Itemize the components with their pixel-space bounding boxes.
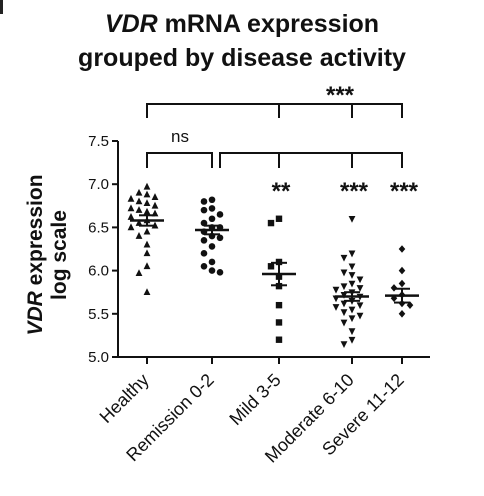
data-point <box>200 250 208 257</box>
data-point <box>127 213 135 220</box>
chart-title-line-2: grouped by disease activity <box>78 44 406 72</box>
y-tick-label-4: 7.0 <box>88 176 109 193</box>
y-tick-label-3: 6.5 <box>88 219 109 236</box>
sig-label-group-4: *** <box>390 178 419 205</box>
data-point <box>275 336 283 343</box>
title-line-1-rest: mRNA expression <box>157 10 380 38</box>
data-point <box>406 301 414 309</box>
data-point <box>135 188 143 196</box>
ns-bracket <box>146 152 213 168</box>
data-point <box>348 250 356 258</box>
data-point <box>143 288 151 295</box>
data-point <box>267 263 275 270</box>
data-point <box>398 310 406 318</box>
chart-title-line-1: VDR mRNA expression <box>0 10 484 38</box>
panel-corner-mark <box>0 0 6 14</box>
data-point <box>340 283 348 291</box>
data-point <box>348 315 356 323</box>
data-point <box>398 279 406 288</box>
data-point <box>348 336 356 344</box>
data-point <box>332 286 340 294</box>
data-point <box>275 301 283 309</box>
data-point <box>143 199 151 207</box>
data-point <box>398 266 406 275</box>
sig-label-ns: ns <box>171 127 189 146</box>
data-point <box>135 269 143 276</box>
data-point <box>348 215 356 223</box>
lower-bracket <box>219 152 403 168</box>
data-point <box>200 206 208 214</box>
data-point <box>208 215 216 223</box>
sig-label-upper: *** <box>326 82 355 109</box>
data-point <box>216 269 224 276</box>
data-point <box>143 190 151 198</box>
data-point <box>143 240 151 248</box>
data-point <box>398 245 406 253</box>
data-point <box>208 258 216 266</box>
sig-label-group-3: *** <box>340 178 369 205</box>
data-point <box>127 223 135 231</box>
data-point <box>348 306 356 314</box>
data-point <box>200 237 208 244</box>
data-point <box>340 254 348 262</box>
data-point <box>356 302 364 310</box>
data-point <box>151 201 159 209</box>
data-point <box>200 198 208 205</box>
data-point <box>340 300 348 308</box>
data-point <box>216 234 224 242</box>
data-point <box>348 328 356 336</box>
data-point <box>340 269 348 277</box>
data-point <box>200 262 208 270</box>
data-point <box>208 267 216 274</box>
y-tick-label-1: 5.5 <box>88 306 109 323</box>
data-point <box>143 262 151 270</box>
data-point <box>135 197 143 205</box>
x-tick-label-0: Healthy <box>96 370 153 427</box>
data-point <box>216 211 224 218</box>
data-point <box>275 215 283 222</box>
data-point <box>208 205 216 212</box>
data-point <box>356 276 364 284</box>
data-point <box>340 309 348 317</box>
y-tick-label-5: 7.5 <box>88 133 109 150</box>
x-tick-label-2: Mild 3-5 <box>225 370 284 429</box>
data-point <box>143 227 151 235</box>
title-gene-italic: VDR <box>104 10 158 38</box>
data-point <box>127 204 135 212</box>
data-point <box>208 243 216 250</box>
data-point <box>356 285 364 292</box>
data-point <box>127 194 135 202</box>
data-point <box>340 341 348 349</box>
data-point <box>275 319 283 326</box>
upper-bracket <box>146 103 403 118</box>
data-point <box>348 280 356 288</box>
data-point <box>143 249 151 257</box>
y-tick-label-2: 6.0 <box>88 263 109 280</box>
y-tick-label-0: 5.0 <box>88 349 109 366</box>
sig-label-group-2: ** <box>272 178 291 205</box>
data-point <box>340 319 348 327</box>
data-point <box>143 182 151 190</box>
data-point <box>151 193 159 200</box>
data-point <box>348 263 356 271</box>
data-point <box>267 219 275 227</box>
data-point <box>135 206 143 213</box>
data-point <box>208 196 216 204</box>
data-point <box>332 304 340 311</box>
data-point <box>356 312 364 320</box>
data-point <box>143 207 151 215</box>
data-point <box>135 219 143 226</box>
data-point <box>135 232 143 239</box>
data-point <box>348 272 356 279</box>
